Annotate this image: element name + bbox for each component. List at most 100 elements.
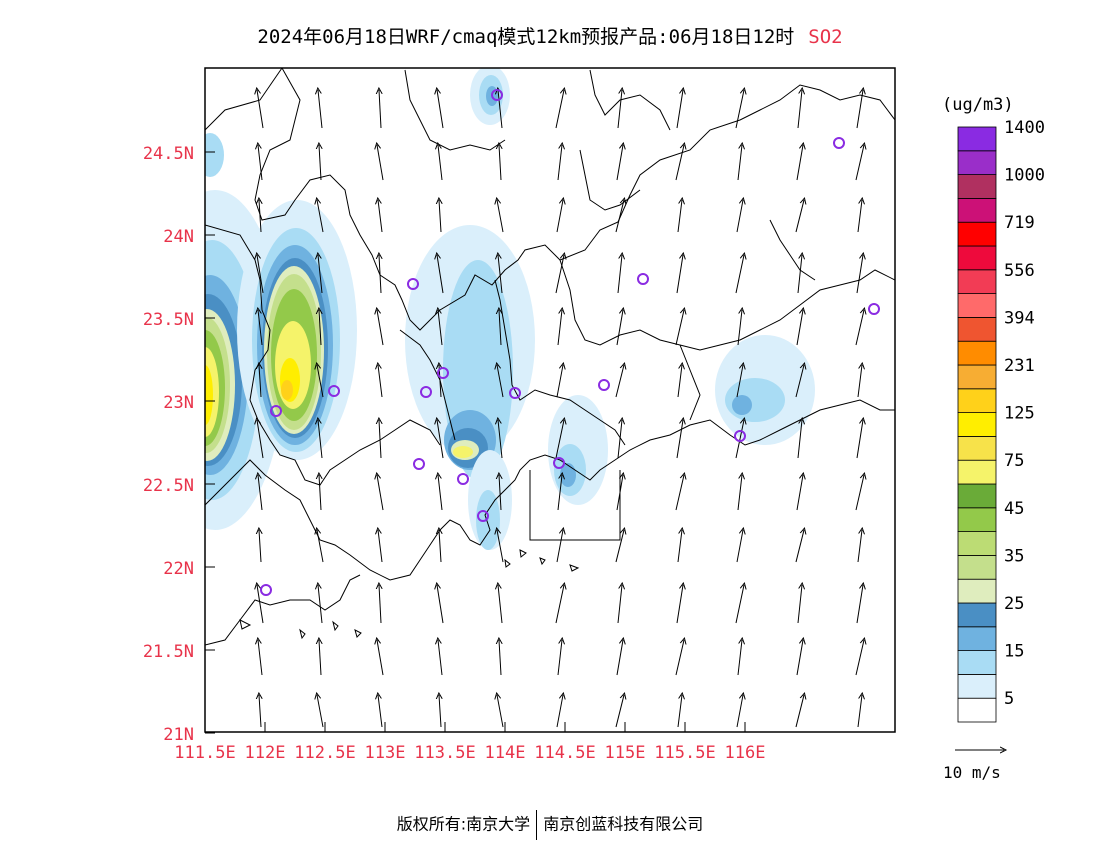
- wind-arrow: [675, 310, 684, 346]
- wind-arrow: [675, 640, 684, 676]
- lat-label: 22N: [163, 559, 194, 579]
- station-marker: [328, 385, 340, 397]
- colorbar-segment: [957, 578, 997, 604]
- wind-arrow: [556, 365, 563, 398]
- wind-arrow: [438, 640, 443, 676]
- colorbar-segment: [957, 483, 997, 509]
- lon-label: 112E: [245, 743, 286, 763]
- wind-arrow: [556, 200, 563, 233]
- lat-label: 24.5N: [143, 144, 194, 164]
- station-marker: [598, 379, 610, 391]
- wind-arrow: [735, 90, 744, 129]
- wind-arrow: [857, 695, 862, 728]
- wind-arrow: [617, 585, 622, 624]
- wind-arrow: [497, 200, 504, 233]
- wind-arrow: [736, 695, 743, 728]
- wind-arrow: [676, 585, 683, 624]
- wind-arrow: [857, 530, 862, 563]
- footer-copyright: 版权所有:南京大学: [396, 814, 531, 834]
- wind-arrow: [856, 255, 863, 294]
- wind-arrow: [497, 695, 504, 728]
- wind-arrow: [378, 695, 383, 728]
- lon-label: 111.5E: [174, 743, 235, 763]
- colorbar-segment: [957, 388, 997, 413]
- wind-arrow: [617, 90, 622, 129]
- colorbar-segment: [957, 626, 997, 651]
- wind-arrow: [557, 640, 562, 676]
- wind-arrow: [379, 420, 381, 459]
- lon-label: 113E: [365, 743, 406, 763]
- lon-label: 114.5E: [534, 743, 595, 763]
- station-markers: [260, 89, 880, 596]
- wind-arrow: [257, 255, 264, 294]
- wind-arrow: [258, 640, 263, 676]
- colorbar-segment: [957, 340, 997, 366]
- colorbar-segment: [957, 269, 997, 294]
- colorbar-segment: [957, 674, 997, 699]
- wind-arrow: [497, 530, 504, 563]
- wind-arrow: [498, 255, 503, 294]
- colorbar-label: 231: [1004, 356, 1035, 376]
- chart-title: 2024年06月18日WRF/cmaq模式12km预报产品:06月18日12时 S…: [0, 22, 1100, 49]
- plot-frame: [204, 67, 896, 733]
- wind-arrow: [796, 640, 803, 676]
- title-text: 2024年06月18日WRF/cmaq模式12km预报产品:06月18日12时: [257, 26, 795, 48]
- wind-arrow: [857, 200, 862, 233]
- station-marker: [868, 303, 880, 315]
- longitude-axis: 111.5E 112E 112.5E 113E 113.5E 114E 114.5E 115E…: [174, 722, 765, 763]
- wind-arrow: [377, 475, 384, 511]
- wind-arrow: [736, 365, 743, 398]
- wind-arrow: [555, 420, 564, 459]
- so2-concentration-fields: [205, 68, 815, 550]
- colorbar-labels: 5 15 25 35 45 75 125 231 394 556 719 1000 1400: [1004, 118, 1045, 709]
- colorbar-segment: [957, 174, 997, 199]
- station-marker: [833, 137, 845, 149]
- wind-arrow: [857, 365, 862, 398]
- lat-label: 21N: [163, 725, 194, 745]
- wind-arrow: [259, 530, 261, 563]
- wind-arrow: [795, 530, 804, 563]
- wind-arrow: [319, 640, 321, 676]
- lat-label: 24N: [163, 227, 194, 247]
- lon-label: 116E: [725, 743, 766, 763]
- colorbar-segment: [957, 293, 997, 318]
- wind-arrow: [677, 365, 682, 398]
- wind-arrow: [499, 310, 501, 346]
- wind-arrow: [737, 640, 742, 676]
- wind-arrow: [675, 145, 684, 181]
- colorbar-label: 394: [1004, 308, 1035, 328]
- wind-arrow: [555, 90, 564, 129]
- wind-arrow: [616, 310, 623, 346]
- wind-arrow: [259, 200, 261, 233]
- colorbar-segment: [957, 459, 997, 485]
- wind-arrow: [557, 475, 562, 511]
- wind-arrow: [499, 640, 501, 676]
- colorbar-segment: [957, 697, 997, 723]
- wind-arrow: [439, 530, 441, 563]
- wind-arrow: [615, 365, 624, 398]
- wind-arrow: [379, 585, 381, 624]
- wind-arrow: [616, 475, 623, 511]
- colorbar-label: 25: [1004, 594, 1024, 614]
- wind-arrow: [378, 365, 383, 398]
- lon-label: 115.5E: [654, 743, 715, 763]
- lat-label: 21.5N: [143, 642, 194, 662]
- wind-arrow: [439, 695, 441, 728]
- wind-arrow: [796, 475, 803, 511]
- colorbar-segment: [957, 531, 997, 556]
- wind-arrow: [855, 145, 864, 181]
- wind-arrow: [797, 90, 802, 129]
- wind-arrow: [795, 695, 804, 728]
- wind-arrow: [556, 695, 563, 728]
- colorbar-label: 45: [1004, 499, 1024, 519]
- colorbar-segment: [957, 245, 997, 271]
- wind-arrow: [677, 200, 682, 233]
- station-marker: [477, 510, 489, 522]
- colorbar-segment: [957, 150, 997, 176]
- wind-arrow: [377, 145, 384, 181]
- wind-arrow: [676, 420, 683, 459]
- colorbar-label: 15: [1004, 642, 1024, 662]
- wind-arrow: [676, 90, 683, 129]
- wind-arrow: [616, 145, 623, 181]
- wind-vectors: [257, 90, 864, 728]
